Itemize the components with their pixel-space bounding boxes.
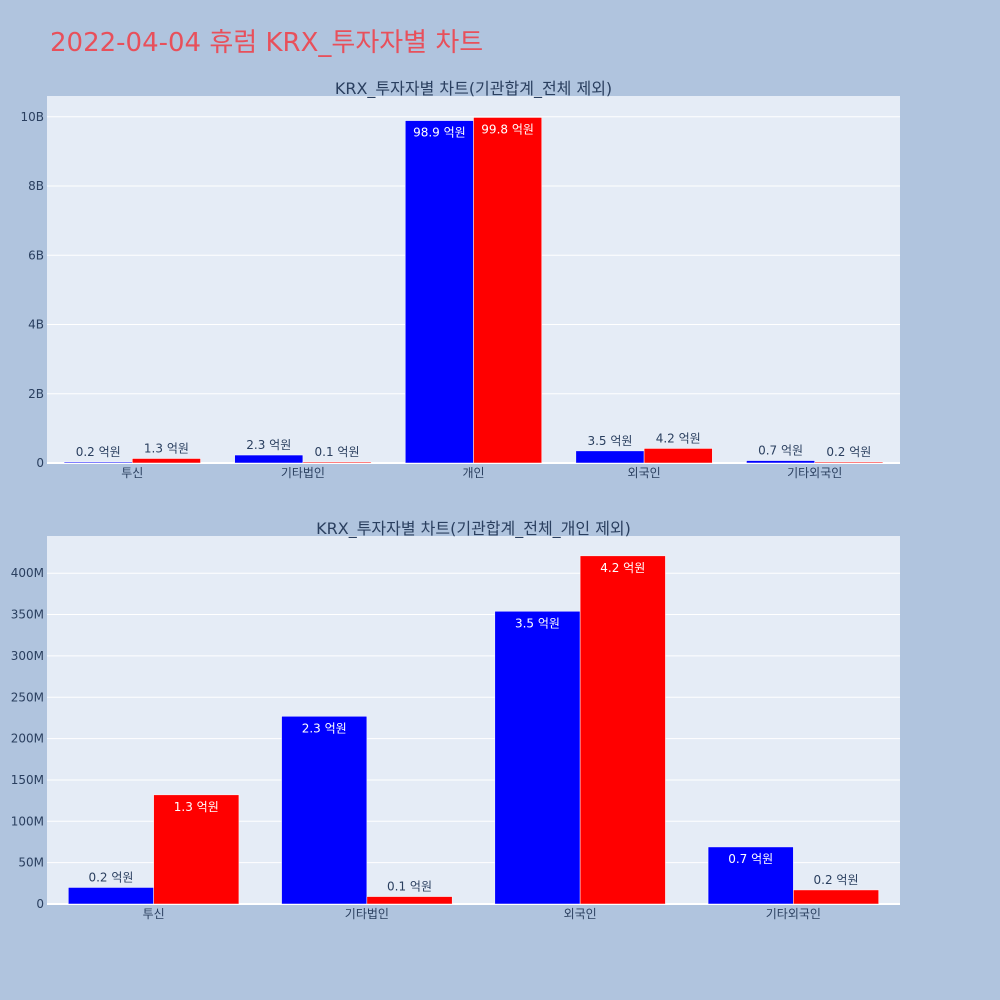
bar bbox=[707, 846, 794, 905]
data-label: 0.2 억원 bbox=[814, 873, 859, 887]
bar bbox=[281, 716, 368, 905]
page-title: 2022-04-04 휴럼 KRX_투자자별 차트 bbox=[50, 28, 484, 58]
bar bbox=[643, 448, 713, 464]
bar bbox=[746, 460, 815, 464]
data-label: 0.2 억원 bbox=[826, 445, 871, 459]
data-label: 98.9 억원 bbox=[413, 126, 466, 140]
x-tick-label: 기타법인 bbox=[345, 907, 389, 921]
data-label: 2.3 억원 bbox=[246, 438, 291, 452]
data-label: 3.5 억원 bbox=[515, 616, 560, 630]
y-tick-label: 0 bbox=[36, 456, 44, 470]
data-label: 0.7 억원 bbox=[728, 852, 773, 866]
bar bbox=[793, 889, 879, 905]
y-tick-label: 2B bbox=[28, 387, 44, 401]
data-label: 4.2 억원 bbox=[656, 431, 701, 445]
bar bbox=[814, 461, 884, 464]
y-tick-label: 50M bbox=[18, 856, 44, 870]
bar bbox=[405, 120, 474, 464]
x-tick-label: 기타법인 bbox=[281, 466, 325, 480]
y-tick-label: 100M bbox=[11, 814, 44, 828]
bar bbox=[579, 555, 666, 905]
data-label: 1.3 억원 bbox=[144, 441, 189, 455]
data-label: 0.2 억원 bbox=[88, 870, 133, 884]
y-tick-label: 8B bbox=[28, 179, 44, 193]
x-tick-label: 기타외국인 bbox=[766, 907, 821, 921]
x-tick-label: 투신 bbox=[143, 907, 165, 921]
y-tick-label: 300M bbox=[11, 649, 44, 663]
data-label: 0.1 억원 bbox=[387, 880, 432, 894]
y-tick-label: 10B bbox=[20, 110, 44, 124]
y-tick-label: 6B bbox=[28, 248, 44, 262]
subplot-title: KRX_투자자별 차트(기관합계_전체 제외) bbox=[335, 79, 612, 99]
data-label: 0.1 억원 bbox=[315, 445, 360, 459]
bar bbox=[68, 887, 154, 905]
bar bbox=[132, 458, 201, 464]
bar bbox=[234, 454, 304, 464]
y-tick-label: 4B bbox=[28, 318, 44, 332]
bar bbox=[63, 461, 133, 464]
bar bbox=[366, 896, 453, 905]
bar bbox=[153, 794, 240, 905]
y-tick-label: 250M bbox=[11, 690, 44, 704]
bar bbox=[473, 117, 542, 464]
x-tick-label: 개인 bbox=[462, 466, 484, 480]
bar bbox=[302, 461, 372, 464]
y-tick-label: 400M bbox=[11, 566, 44, 580]
bar bbox=[575, 450, 645, 464]
y-tick-label: 150M bbox=[11, 773, 44, 787]
x-tick-label: 기타외국인 bbox=[787, 466, 842, 480]
data-label: 1.3 억원 bbox=[174, 800, 219, 814]
data-label: 99.8 억원 bbox=[481, 122, 534, 136]
chart-2: 0 50M 100M 150M 200M 250M 300M 350M 400M KRX_투자자별… bbox=[11, 519, 900, 921]
bar bbox=[494, 611, 581, 905]
y-tick-label: 200M bbox=[11, 732, 44, 746]
x-tick-label: 외국인 bbox=[564, 907, 597, 921]
data-label: 4.2 억원 bbox=[600, 561, 645, 575]
y-tick-label: 350M bbox=[11, 608, 44, 622]
x-tick-label: 외국인 bbox=[628, 466, 661, 480]
x-tick-label: 투신 bbox=[121, 466, 143, 480]
data-label: 3.5 억원 bbox=[587, 434, 632, 448]
subplot-title: KRX_투자자별 차트(기관합계_전체_개인 제외) bbox=[316, 519, 631, 539]
y-tick-label: 0 bbox=[36, 897, 44, 911]
data-label: 0.2 억원 bbox=[76, 445, 121, 459]
data-label: 2.3 억원 bbox=[302, 721, 347, 735]
data-label: 0.7 억원 bbox=[758, 444, 803, 458]
